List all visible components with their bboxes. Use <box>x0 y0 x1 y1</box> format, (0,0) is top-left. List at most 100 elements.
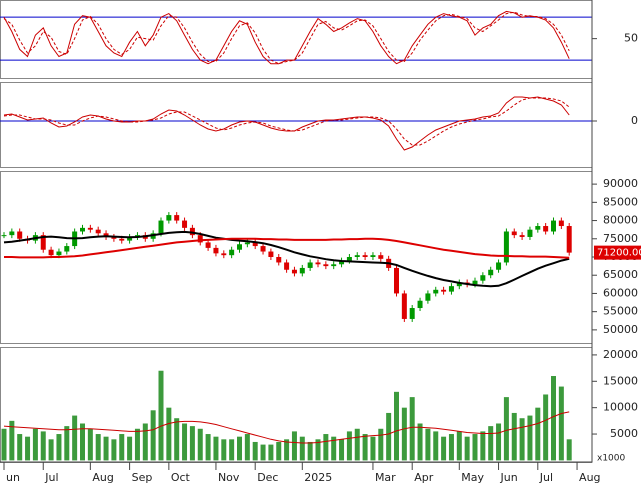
volume-bar <box>503 397 509 461</box>
x-tick-label: Oct <box>171 471 191 484</box>
volume-bar <box>260 444 266 461</box>
candle-body <box>339 260 345 265</box>
y-tick-label: 90000 <box>603 177 638 190</box>
volume-bar <box>17 434 23 461</box>
candle-body <box>378 255 384 259</box>
volume-bar <box>213 436 219 461</box>
x-tick-label: Aug <box>92 471 113 484</box>
candle-body <box>244 242 250 245</box>
candle-body <box>551 220 556 232</box>
x-tick-label: Apr <box>414 471 434 484</box>
volume-bar <box>331 436 337 461</box>
candle-body <box>268 251 274 257</box>
series-line <box>4 237 570 259</box>
x-tick-label: un <box>6 471 20 484</box>
candle-body <box>205 242 211 248</box>
x-tick-label: Nov <box>218 471 240 484</box>
volume-bar <box>535 407 541 461</box>
volume-bar <box>221 439 227 461</box>
last-price-label: 71200.00 <box>597 248 641 259</box>
volume-bar <box>425 428 431 461</box>
candle-body <box>276 257 282 263</box>
x-tick-label: Aug <box>579 471 600 484</box>
candle-body <box>519 235 525 237</box>
candle-body <box>127 236 133 241</box>
volume-bar <box>441 436 447 461</box>
volume-bar <box>488 426 494 461</box>
series-line <box>3 10 570 65</box>
x-tick-label: May <box>461 471 484 484</box>
volume-bar <box>480 431 486 461</box>
volume-bar <box>197 428 203 461</box>
candle-body <box>174 215 180 221</box>
candle-body <box>56 251 62 256</box>
series-line <box>3 230 570 288</box>
x-tick-label: Jul <box>539 471 553 484</box>
candle-body <box>558 220 564 227</box>
candle-body <box>417 300 423 309</box>
y-tick-label: 65000 <box>603 268 638 281</box>
volume-bar <box>519 418 525 461</box>
volume-bar <box>48 439 54 461</box>
candle-body <box>284 262 290 270</box>
candle-body <box>433 289 439 294</box>
candle-body <box>221 253 227 256</box>
volume-bar <box>299 436 305 461</box>
volume-bar <box>456 431 462 461</box>
volume-bar <box>95 434 101 461</box>
y-tick-label: 0 <box>631 114 638 127</box>
candle-body <box>182 220 188 228</box>
candle-body <box>189 227 195 236</box>
volume-bar <box>134 428 140 461</box>
volume-bar <box>394 391 399 461</box>
volume-bar <box>284 439 290 461</box>
volume-bar <box>291 431 297 461</box>
candle-body <box>87 227 93 230</box>
candle-body <box>362 255 368 257</box>
volume-bar <box>386 412 392 461</box>
candle-body <box>307 262 313 268</box>
volume-bar <box>401 407 407 461</box>
volume-bar <box>1 428 7 461</box>
unit-label: x1000 <box>597 454 626 464</box>
candle-body <box>17 231 23 239</box>
y-tick-label: 15000 <box>603 374 638 387</box>
y-tick-label: 80000 <box>603 214 638 227</box>
volume-bar <box>150 410 156 461</box>
candle-body <box>64 246 70 252</box>
volume-bar <box>346 431 352 461</box>
candle-body <box>448 286 454 292</box>
candle-body <box>291 269 297 274</box>
volume-bar <box>409 397 415 461</box>
volume-bar <box>56 434 62 461</box>
candle-body <box>229 249 235 256</box>
candle-body <box>566 226 572 253</box>
volume-bar <box>323 434 329 461</box>
volume-bar <box>32 428 38 461</box>
candle-body <box>488 269 494 276</box>
x-tick-label: 2025 <box>304 471 332 484</box>
x-tick-label: Mar <box>375 471 396 484</box>
volume-bar <box>174 418 180 461</box>
y-tick-label: 75000 <box>603 232 638 245</box>
candle-body <box>543 226 549 232</box>
candle-body <box>40 235 46 250</box>
volume-bar <box>189 426 195 461</box>
volume-bar <box>417 423 423 461</box>
volume-bar <box>472 434 478 461</box>
volume-bar <box>566 439 572 461</box>
candle-body <box>213 247 219 254</box>
candle-body <box>425 293 431 301</box>
candle-body <box>80 227 85 232</box>
volume-bar <box>244 434 250 461</box>
candle-body <box>323 264 329 267</box>
y-tick-label: 20000 <box>603 348 638 361</box>
volume-bar <box>72 415 78 461</box>
volume-bar <box>315 439 321 461</box>
candle-body <box>441 289 447 292</box>
last-price-box <box>594 245 641 260</box>
candle-body <box>472 280 478 285</box>
volume-bar <box>339 439 345 461</box>
